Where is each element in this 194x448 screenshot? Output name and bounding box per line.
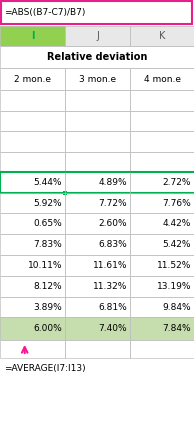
Text: 4 mon.e: 4 mon.e [144, 74, 180, 83]
Bar [0, 111, 65, 131]
Bar [130, 234, 194, 255]
Bar [65, 276, 130, 297]
Text: 7.84%: 7.84% [162, 324, 191, 333]
Bar [65, 152, 130, 172]
Text: 11.52%: 11.52% [157, 261, 191, 270]
Bar [130, 26, 194, 46]
Bar [0, 131, 65, 152]
Bar [130, 111, 194, 131]
Text: 13.19%: 13.19% [157, 282, 191, 291]
Text: 2 mon.e: 2 mon.e [14, 74, 51, 83]
Bar [0, 193, 65, 213]
Bar [65, 172, 130, 193]
Text: 6.81%: 6.81% [98, 302, 127, 311]
Bar [65, 255, 130, 276]
FancyBboxPatch shape [1, 1, 192, 24]
Text: 5.42%: 5.42% [163, 240, 191, 249]
Bar [0, 234, 65, 255]
Bar [0, 276, 65, 297]
Bar [130, 213, 194, 234]
Bar [65, 68, 130, 90]
Text: I: I [31, 31, 34, 41]
Bar [130, 90, 194, 111]
Bar [65, 234, 130, 255]
Text: 10.11%: 10.11% [28, 261, 62, 270]
Bar [65, 297, 130, 317]
Bar [0, 297, 65, 317]
Text: 11.32%: 11.32% [93, 282, 127, 291]
Bar [0, 68, 65, 90]
Text: 3 mon.e: 3 mon.e [79, 74, 116, 83]
Text: 7.72%: 7.72% [98, 198, 127, 207]
Bar [0, 255, 65, 276]
Bar [130, 276, 194, 297]
Text: K: K [159, 31, 165, 41]
Bar [130, 297, 194, 317]
Bar [65, 317, 130, 340]
Bar [0, 317, 65, 340]
Text: 5.92%: 5.92% [33, 198, 62, 207]
Bar [0, 152, 65, 172]
Bar [0, 26, 65, 46]
Bar [0, 213, 65, 234]
Text: 4.42%: 4.42% [163, 219, 191, 228]
Text: Relative deviation: Relative deviation [47, 52, 147, 62]
Bar [130, 193, 194, 213]
Bar [65, 131, 130, 152]
Bar [0, 172, 65, 193]
Bar [130, 255, 194, 276]
Bar [65, 111, 130, 131]
Bar [0, 46, 194, 68]
Text: 7.40%: 7.40% [98, 324, 127, 333]
Text: J: J [96, 31, 99, 41]
Bar [63, 191, 67, 195]
Bar [65, 213, 130, 234]
Text: 11.61%: 11.61% [93, 261, 127, 270]
Text: 8.12%: 8.12% [33, 282, 62, 291]
Text: 0.65%: 0.65% [33, 219, 62, 228]
Bar [130, 68, 194, 90]
Bar [130, 131, 194, 152]
Text: 6.83%: 6.83% [98, 240, 127, 249]
Text: 4.89%: 4.89% [98, 178, 127, 187]
Bar [130, 172, 194, 193]
Text: 9.84%: 9.84% [162, 302, 191, 311]
Text: 6.00%: 6.00% [33, 324, 62, 333]
Text: 5.44%: 5.44% [34, 178, 62, 187]
Text: =ABS((B7-C7)/B7): =ABS((B7-C7)/B7) [4, 9, 85, 17]
Bar [0, 90, 65, 111]
Text: 2.60%: 2.60% [98, 219, 127, 228]
Bar [65, 193, 130, 213]
Bar [65, 90, 130, 111]
Bar [130, 152, 194, 172]
Bar [65, 340, 130, 358]
Bar [130, 340, 194, 358]
Text: 2.72%: 2.72% [163, 178, 191, 187]
Text: 7.76%: 7.76% [162, 198, 191, 207]
Bar [0, 340, 65, 358]
Text: =AVERAGE(I7:I13): =AVERAGE(I7:I13) [4, 365, 86, 374]
Text: 3.89%: 3.89% [33, 302, 62, 311]
Text: 7.83%: 7.83% [33, 240, 62, 249]
Bar [65, 26, 130, 46]
Bar [130, 317, 194, 340]
